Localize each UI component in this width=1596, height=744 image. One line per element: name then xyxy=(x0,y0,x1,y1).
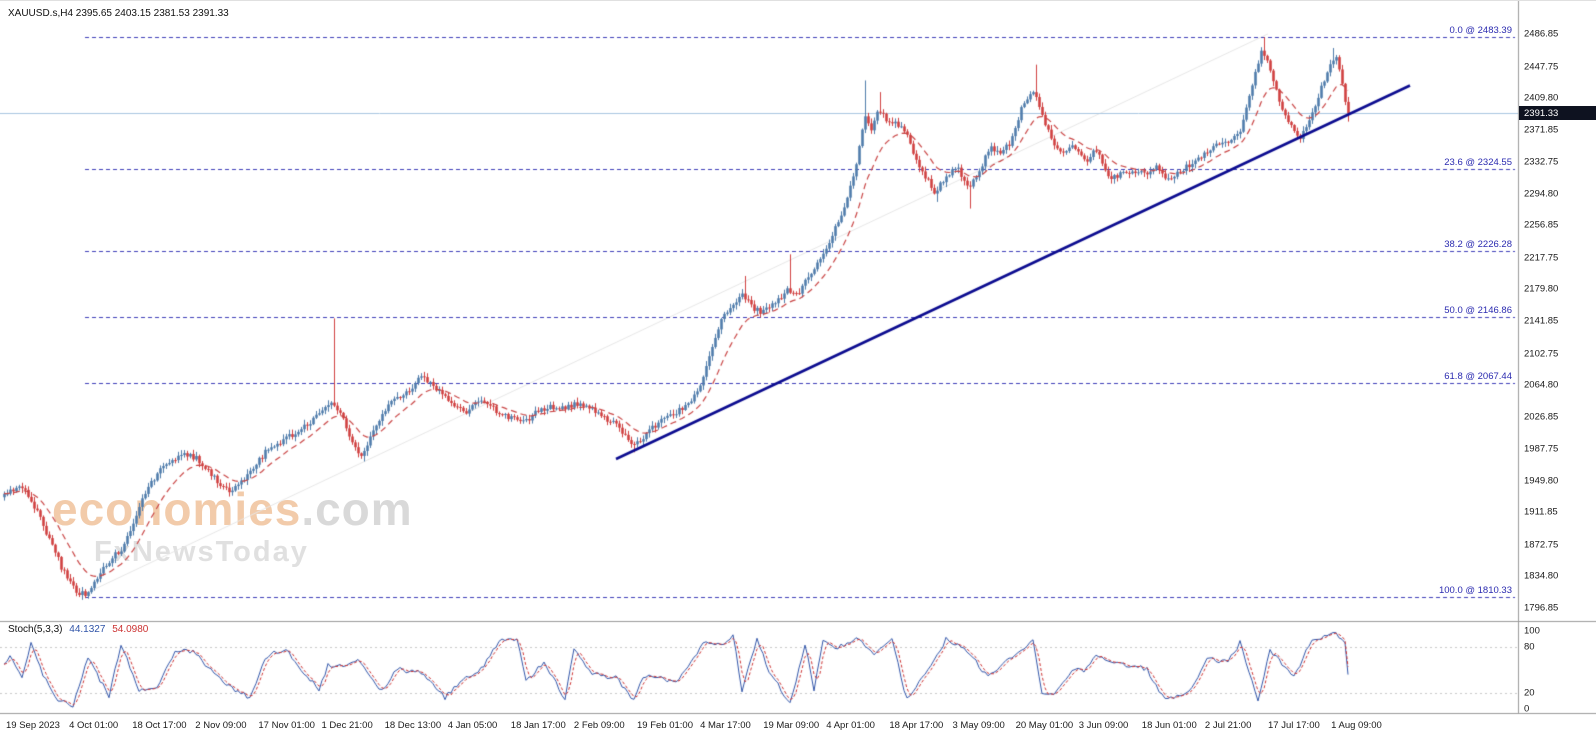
chart-window: economies.com FxNewsToday XAUUSD.s,H4 23… xyxy=(0,0,1596,744)
price-chart-canvas[interactable] xyxy=(0,1,1596,744)
